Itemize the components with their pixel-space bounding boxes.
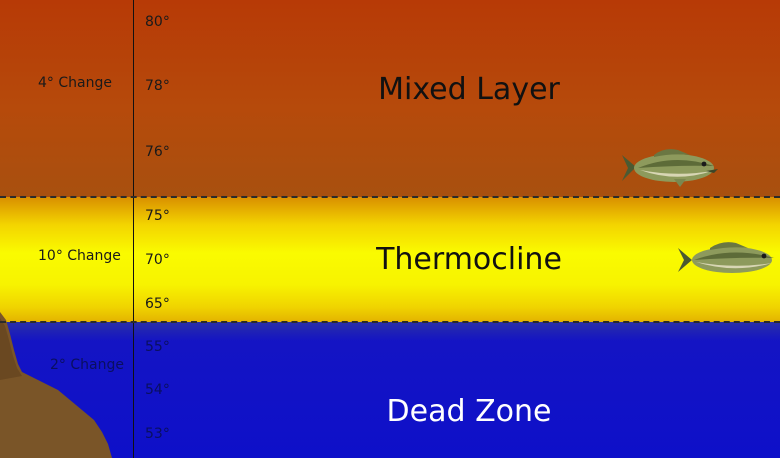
temp-label: 80° — [145, 14, 170, 30]
temp-label: 78° — [145, 78, 170, 94]
dead-zone-band — [0, 322, 780, 458]
thermocline-deadzone-divider — [0, 321, 780, 323]
mixed-thermocline-divider — [0, 196, 780, 198]
dead-zone-label: Dead Zone — [386, 394, 552, 429]
mixed-layer-change-label: 4° Change — [38, 75, 112, 91]
temp-label: 55° — [145, 339, 170, 355]
temp-label: 75° — [145, 208, 170, 224]
thermocline-change-label: 10° Change — [38, 248, 121, 264]
bass-fish-icon — [678, 242, 774, 273]
temp-label: 65° — [145, 296, 170, 312]
mixed-layer-label: Mixed Layer — [378, 72, 560, 107]
dead-zone-change-label: 2° Change — [50, 357, 124, 373]
temp-label: 70° — [145, 252, 170, 268]
thermocline-band — [0, 197, 780, 322]
temp-label: 53° — [145, 426, 170, 442]
thermocline-label: Thermocline — [376, 242, 562, 277]
temp-label: 76° — [145, 144, 170, 160]
temperature-axis-line — [133, 0, 134, 458]
bass-fish-icon — [622, 149, 718, 187]
temp-label: 54° — [145, 382, 170, 398]
